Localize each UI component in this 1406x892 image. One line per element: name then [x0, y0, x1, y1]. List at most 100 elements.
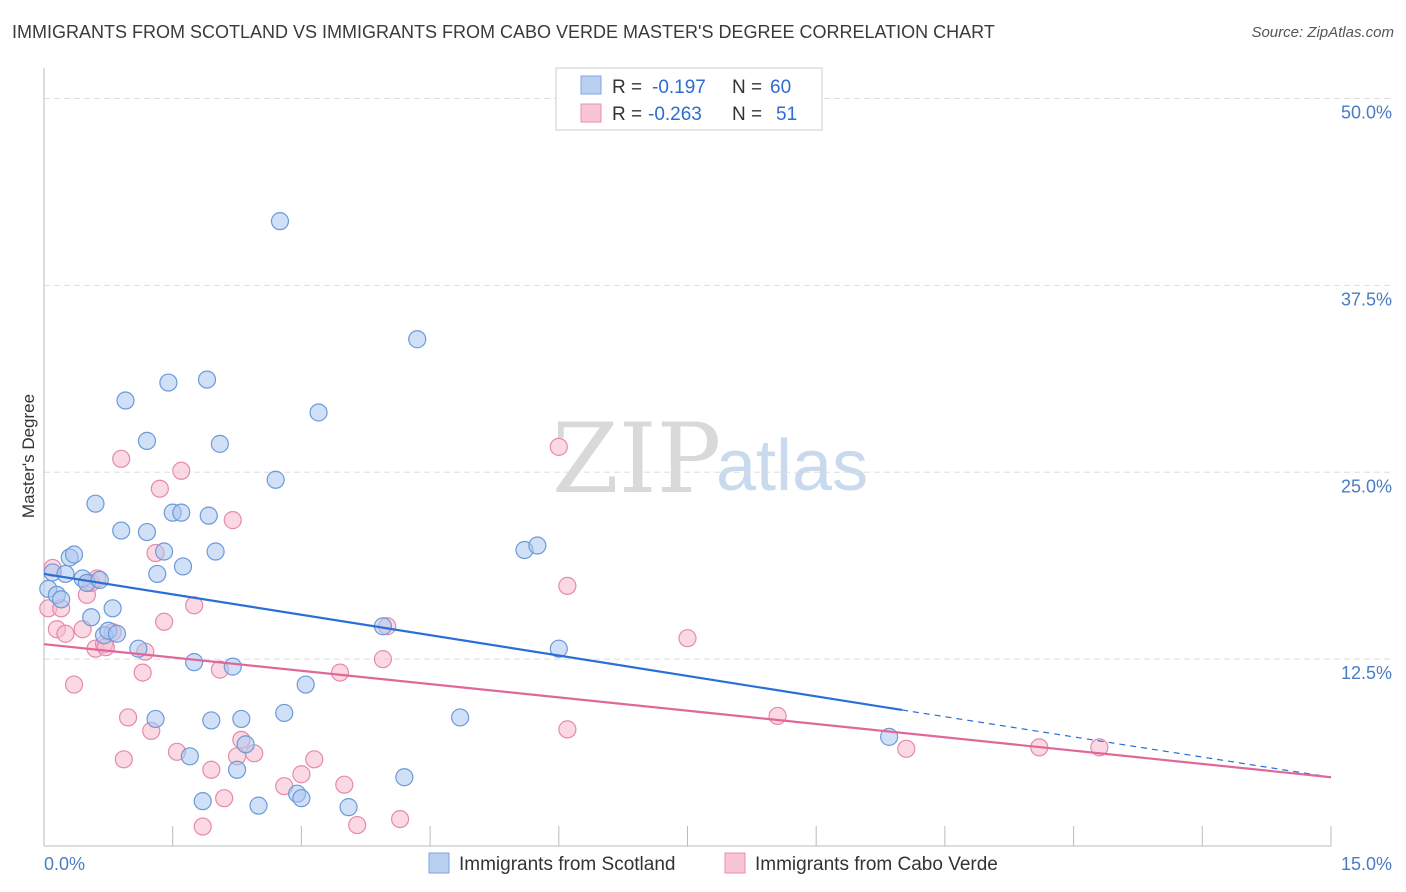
bottom-legend-label-scotland: Immigrants from Scotland [459, 854, 675, 875]
scotland-point [199, 506, 218, 525]
points-layer [39, 212, 1109, 836]
scotland-point [56, 564, 75, 584]
caboverde-point [897, 739, 916, 758]
bottom-legend-label-caboverde: Immigrants from Cabo Verde [755, 854, 998, 875]
legend-n-label: N = [732, 77, 762, 98]
caboverde-point [133, 663, 152, 682]
scotland-point [193, 792, 212, 811]
caboverde-point [215, 789, 234, 808]
y-tick-label: 25.0% [1341, 476, 1392, 496]
scotland-point [103, 599, 122, 618]
caboverde-point [118, 708, 138, 727]
scotland-point [52, 590, 71, 609]
scotland-point [249, 796, 268, 815]
caboverde-trend-line [43, 643, 1332, 779]
scotland-trend-line [43, 572, 903, 712]
bottom-legend-swatch-caboverde [724, 852, 746, 874]
scotland-point [270, 212, 290, 231]
scotland-point [408, 330, 427, 349]
caboverde-point [678, 629, 697, 648]
trend-layer [43, 572, 1332, 779]
caboverde-point [373, 650, 393, 669]
axes-layer: 12.5% 25.0% 37.5% 50.0% 0.0% 15.0% [43, 68, 1392, 874]
scotland-point [64, 545, 84, 564]
caboverde-point [114, 750, 133, 769]
legend-box: R = -0.197 N = 60 R = -0.263 N = 51 [555, 67, 823, 131]
scotland-point [146, 709, 165, 729]
caboverde-point [292, 765, 311, 784]
scotland-point [173, 557, 193, 576]
scotland-point [86, 494, 105, 513]
y-tick-label: 50.0% [1341, 103, 1392, 123]
caboverde-point [172, 461, 191, 480]
watermark-atlas: atlas [716, 426, 868, 506]
scotland-point [528, 536, 547, 555]
caboverde-point [64, 675, 84, 694]
scotland-point [232, 709, 251, 729]
legend-n-label: N = [732, 104, 762, 125]
legend-r-value: -0.197 [652, 77, 706, 98]
scotland-point [137, 522, 157, 542]
caboverde-point [150, 479, 169, 498]
scotland-point [549, 639, 568, 658]
caboverde-point [348, 815, 367, 835]
scotland-point [451, 708, 470, 727]
caboverde-point [558, 720, 577, 739]
caboverde-point [1090, 738, 1109, 757]
scotland-point [292, 789, 311, 808]
scotland-point [309, 403, 328, 422]
bottom-legend: Immigrants from Scotland Immigrants from… [428, 852, 998, 875]
caboverde-point [390, 809, 410, 829]
scotland-point [266, 470, 285, 489]
scotland-point [116, 391, 135, 410]
scotland-point [180, 747, 199, 766]
chart-title: IMMIGRANTS FROM SCOTLAND VS IMMIGRANTS F… [12, 22, 995, 42]
caboverde-point [56, 624, 75, 643]
caboverde-point [202, 760, 221, 779]
scotland-point [155, 542, 174, 561]
legend-swatch-scotland [580, 75, 602, 95]
caboverde-point [223, 511, 242, 530]
caboverde-point [305, 750, 324, 769]
scotland-point [172, 503, 191, 522]
y-tick-label: 12.5% [1341, 663, 1392, 683]
caboverde-point [335, 775, 354, 794]
scotland-point [296, 675, 315, 694]
bottom-legend-swatch-scotland [428, 852, 450, 874]
x-tick-label: 15.0% [1341, 854, 1392, 874]
scotland-point [227, 760, 247, 779]
scotland-point [223, 657, 242, 676]
scotland-point [197, 370, 217, 389]
watermark-zip: ZIP [552, 403, 721, 515]
caboverde-point [549, 437, 568, 456]
caboverde-point [112, 449, 131, 468]
caboverde-point [155, 612, 174, 631]
scotland-point [112, 521, 131, 540]
scotland-point [206, 542, 225, 561]
scotland-point [202, 711, 221, 730]
grid-layer [44, 98, 1392, 660]
y-tick-label: 37.5% [1341, 289, 1392, 309]
scotland-point [210, 434, 229, 453]
scotland-point [148, 564, 167, 584]
legend-r-value: -0.263 [648, 104, 702, 125]
legend-r-label: R = [612, 77, 642, 98]
scotland-point [137, 431, 157, 450]
caboverde-point [768, 706, 787, 726]
scotland-point [107, 624, 127, 643]
x-tick-label: 0.0% [44, 854, 85, 874]
scotland-point [185, 653, 204, 672]
caboverde-point [330, 663, 350, 682]
scotland-point [90, 570, 109, 590]
scotland-point [236, 735, 255, 754]
y-axis-label: Master's Degree [19, 394, 38, 518]
legend-r-label: R = [612, 104, 642, 125]
caboverde-point [558, 576, 577, 595]
scotland-point [395, 768, 414, 787]
caboverde-point [193, 817, 212, 836]
legend-swatch-caboverde [580, 103, 602, 123]
scotland-point [82, 608, 101, 627]
scotland-point [339, 798, 358, 817]
chart-source: Source: ZipAtlas.com [1251, 24, 1394, 41]
scotland-point [275, 703, 294, 723]
